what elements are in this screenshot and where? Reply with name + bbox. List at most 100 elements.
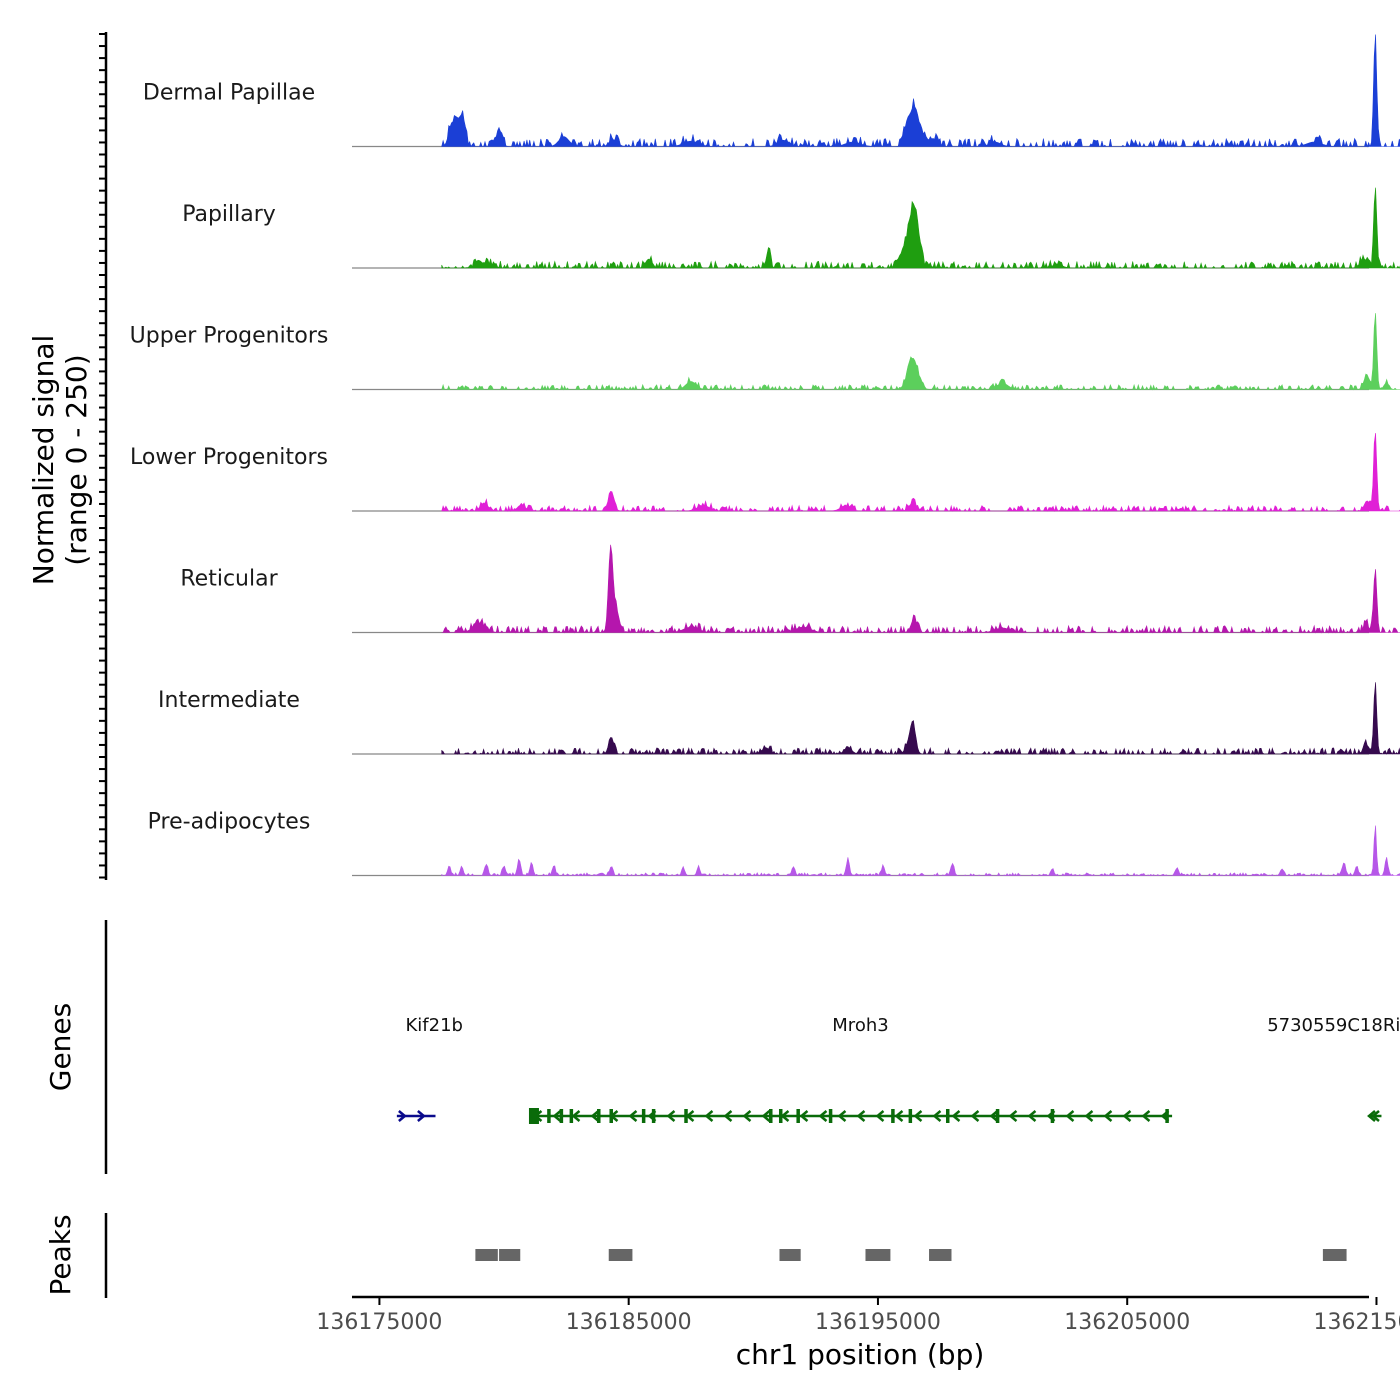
strand-arrow [723, 1110, 733, 1122]
x-axis: 136175000 136185000 136195000 136205000 1362… [316, 1295, 1400, 1335]
exon [569, 1109, 574, 1123]
strand-arrow [951, 1110, 961, 1122]
peak-region [865, 1249, 891, 1261]
coverage-area [441, 544, 1400, 634]
exon [528, 1108, 539, 1124]
track-label: Papillary [182, 202, 276, 227]
exon [1165, 1109, 1169, 1123]
strand-arrow [1065, 1110, 1075, 1122]
track-label: Pre-adipocytes [148, 810, 311, 835]
peaks-track [475, 1249, 1347, 1261]
strand-arrow [666, 1110, 676, 1122]
track-label: Lower Progenitors [130, 445, 328, 470]
strand-arrow [552, 1110, 562, 1122]
track-label: Intermediate [158, 688, 300, 713]
strand-arrow [1008, 1110, 1018, 1122]
coverage-area [441, 313, 1400, 391]
exon [651, 1109, 656, 1123]
strand-arrow [913, 1110, 923, 1122]
strand-arrow [1122, 1110, 1132, 1122]
peak-region [608, 1249, 633, 1261]
gene-annotation-track: Kif21b Mroh3 5730559C18Rik [396, 1015, 1400, 1124]
x-tick-label: 136205000 [1064, 1310, 1190, 1335]
x-tick-label: 136215000 [1313, 1310, 1400, 1335]
x-tick-label: 136185000 [566, 1310, 692, 1335]
strand-arrow [417, 1110, 426, 1122]
strand-arrow [837, 1110, 847, 1122]
x-tick-label: 136195000 [815, 1310, 941, 1335]
y-axis-title: Normalized signal [27, 335, 60, 586]
exon [684, 1109, 688, 1123]
strand-arrow [875, 1110, 885, 1122]
strand-arrow [970, 1110, 980, 1122]
exon [945, 1109, 950, 1123]
gene-5730559c18rik: 5730559C18Rik [1267, 1015, 1400, 1122]
coverage-area [441, 34, 1400, 148]
exon [828, 1109, 833, 1123]
exon [908, 1109, 913, 1123]
x-axis-title: chr1 position (bp) [736, 1338, 985, 1371]
track-label: Upper Progenitors [130, 324, 329, 349]
strand-arrow [894, 1110, 904, 1122]
track-lower-progenitors: Lower Progenitors [130, 432, 1400, 513]
signal-y-axis [99, 32, 108, 880]
exon [609, 1109, 613, 1123]
exon [891, 1109, 895, 1123]
strand-arrow [856, 1110, 866, 1122]
peak-region [929, 1249, 952, 1261]
peak-region [499, 1249, 521, 1261]
strand-arrow [1371, 1110, 1380, 1122]
strand-arrow [590, 1110, 600, 1122]
gene-label: Kif21b [406, 1015, 463, 1036]
exon [796, 1109, 800, 1123]
exon [597, 1109, 601, 1123]
coverage-area [441, 825, 1400, 877]
gene-label: Mroh3 [832, 1015, 888, 1036]
strand-arrow [989, 1110, 999, 1122]
strand-arrow [799, 1110, 809, 1122]
exon [547, 1109, 551, 1123]
coverage-tracks: Dermal Papillae Papillary Upper Progenitor… [130, 34, 1400, 877]
strand-arrow [818, 1110, 828, 1122]
strand-arrow [398, 1110, 407, 1122]
strand-arrow [571, 1110, 581, 1122]
gene-mroh3: Mroh3 [528, 1015, 1173, 1124]
x-tick-label: 136175000 [316, 1310, 442, 1335]
peak-region [1322, 1249, 1347, 1261]
track-reticular: Reticular [180, 544, 1400, 634]
exon [559, 1109, 564, 1123]
peaks-track-title: Peaks [44, 1214, 77, 1295]
strand-arrow [1027, 1110, 1037, 1122]
strand-arrow [704, 1110, 714, 1122]
gene-label: 5730559C18Rik [1267, 1015, 1400, 1036]
exon [995, 1109, 1000, 1123]
strand-arrow [932, 1110, 942, 1122]
track-intermediate: Intermediate [158, 682, 1400, 756]
y-axis-range-label: (range 0 - 250) [60, 354, 93, 565]
strand-arrow [742, 1110, 752, 1122]
strand-arrow [628, 1110, 638, 1122]
track-upper-progenitors: Upper Progenitors [130, 313, 1400, 391]
coverage-area [441, 432, 1400, 513]
exon [641, 1109, 646, 1123]
strand-arrow [1141, 1110, 1151, 1122]
strand-arrow [1084, 1110, 1094, 1122]
exon [778, 1109, 783, 1123]
gene-kif21b: Kif21b [396, 1015, 463, 1122]
strand-arrow [1367, 1110, 1376, 1122]
coverage-area [441, 682, 1400, 756]
track-pre-adipocytes: Pre-adipocytes [148, 810, 1400, 877]
peak-region [475, 1249, 498, 1261]
peak-region [779, 1249, 801, 1261]
strand-arrow [761, 1110, 771, 1122]
track-label: Reticular [180, 567, 278, 592]
exon [769, 1109, 773, 1123]
coverage-area [441, 187, 1400, 270]
track-papillary: Papillary [182, 187, 1400, 270]
genes-track-title: Genes [44, 1003, 77, 1091]
track-label: Dermal Papillae [143, 81, 315, 106]
track-dermal-papillae: Dermal Papillae [143, 34, 1400, 148]
exon [1050, 1109, 1055, 1123]
strand-arrow [1103, 1110, 1113, 1122]
